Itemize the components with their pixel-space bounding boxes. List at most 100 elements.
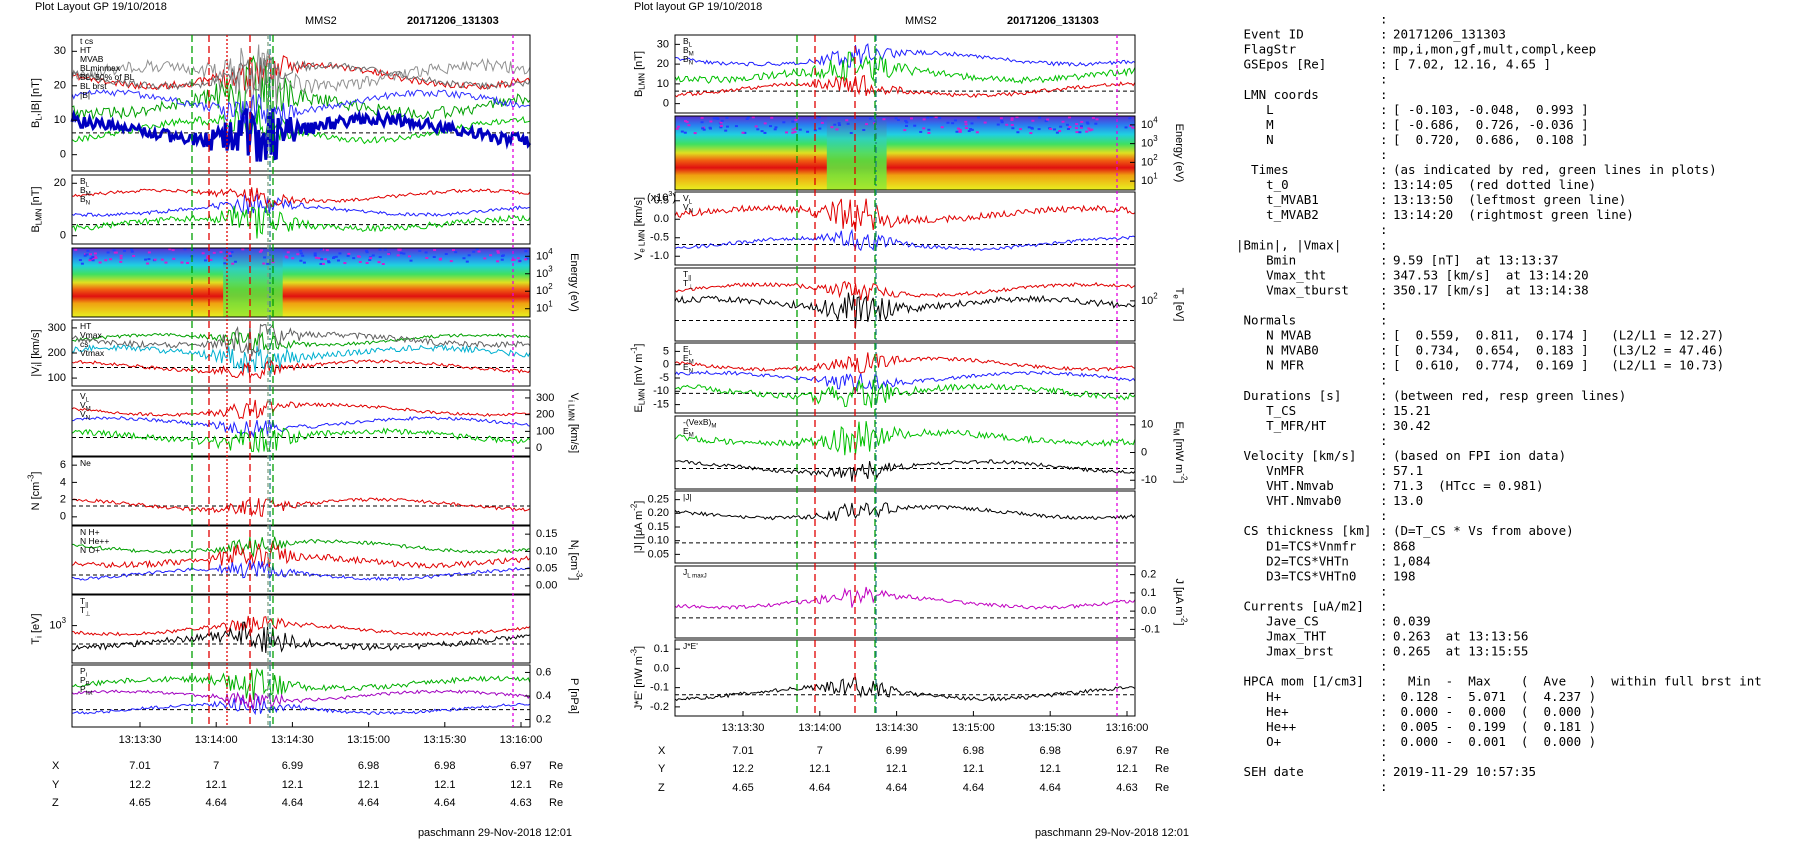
info-label: Durations [s] xyxy=(1236,388,1341,403)
spectrogram-speckle xyxy=(343,262,347,265)
info-value: 71.3 (HTcc = 0.981) xyxy=(1393,478,1544,493)
spectrogram-speckle xyxy=(91,255,95,258)
info-colon: : xyxy=(1380,629,1388,644)
panel-frame xyxy=(674,191,1136,266)
spectrogram-speckle xyxy=(451,248,455,251)
spectrogram-speckle xyxy=(938,117,942,120)
x-tick-label: 13:14:30 xyxy=(271,734,314,746)
trace xyxy=(674,51,1136,85)
spectrogram-speckle xyxy=(709,120,713,123)
spectrogram-speckle xyxy=(377,261,381,264)
info-label: N xyxy=(1236,132,1274,147)
y-tick-label-part: 4 xyxy=(548,247,553,256)
y-axis-label-part: B xyxy=(633,90,645,97)
spectrogram-speckle xyxy=(720,119,724,122)
info-value: 20171206_131303 xyxy=(1393,27,1506,42)
spectrogram-speckle xyxy=(956,127,960,130)
spectrogram-speckle xyxy=(745,117,749,120)
info-label: D1=TCS*Vnmfr xyxy=(1236,538,1357,553)
legend-entry-part: -(VexB) xyxy=(683,417,712,427)
info-colon: : xyxy=(1380,614,1388,629)
trace xyxy=(674,676,1136,702)
info-colon: : xyxy=(1380,373,1388,388)
y-tick-label: 103 xyxy=(1141,134,1158,149)
ephemeris-value: 12.1 xyxy=(963,763,984,775)
info-value: 13:14:05 (red dotted line) xyxy=(1393,177,1596,192)
y-tick-label: 200 xyxy=(536,409,554,421)
spectrogram-speckle xyxy=(684,120,688,123)
trace xyxy=(71,667,531,700)
y-axis-label-part: ] xyxy=(633,344,645,347)
y-tick-label-part: 2 xyxy=(548,282,552,291)
spectrogram-speckle xyxy=(791,120,795,123)
spectrogram-speckle xyxy=(130,248,134,251)
y-tick-label: -0.5 xyxy=(650,232,669,244)
spacecraft: MMS2 xyxy=(305,15,337,27)
spectrogram-speckle xyxy=(462,257,466,260)
y-tick-label: 0.1 xyxy=(1141,587,1156,599)
spectrogram-speckle xyxy=(320,258,324,261)
spectrogram-speckle xyxy=(123,249,127,252)
panel-frame xyxy=(71,664,531,728)
y-tick-label: 0.10 xyxy=(536,545,557,557)
trace xyxy=(674,421,1136,456)
spectrogram-speckle xyxy=(168,248,172,251)
info-label: Bmin xyxy=(1236,252,1296,267)
info-label: Vmax_tht xyxy=(1236,267,1326,282)
spectrogram-speckle xyxy=(183,248,187,251)
info-colon: : xyxy=(1380,689,1388,704)
spectrogram-speckle xyxy=(260,249,264,252)
spectrogram-speckle xyxy=(725,125,729,128)
y-axis-label-part: T xyxy=(30,638,42,645)
y-axis-label-part: e LMN xyxy=(637,229,646,253)
y-axis-label-part: N xyxy=(568,540,580,548)
spectrogram-speckle xyxy=(378,256,382,259)
info-value: (D=T_CS * Vs from above) xyxy=(1393,523,1574,538)
legend-entry: MVAB xyxy=(80,54,104,64)
info-value: 13:13:50 (leftmost green line) xyxy=(1393,192,1626,207)
spectrogram-speckle xyxy=(475,248,479,251)
spectrogram-speckle xyxy=(760,130,764,133)
panel-frame xyxy=(71,34,531,172)
ephemeris-value: 4.64 xyxy=(282,797,303,809)
spectrogram-speckle xyxy=(223,257,227,260)
spectrogram-speckle xyxy=(1018,128,1022,131)
ephemeris-value: 7.01 xyxy=(732,745,753,757)
spectrogram-speckle xyxy=(432,255,436,258)
legend-entry-part: N H+ xyxy=(80,527,100,537)
info-colon: : xyxy=(1380,418,1388,433)
legend-entry: PB xyxy=(80,675,90,687)
trace xyxy=(71,44,531,112)
info-value: 0.263 at 13:13:56 xyxy=(1393,629,1528,644)
spectrogram-speckle xyxy=(365,249,369,252)
info-label: Jmax_brst xyxy=(1236,644,1334,659)
spectrogram-speckle xyxy=(369,257,373,260)
spectrogram-speckle xyxy=(402,252,406,255)
legend-entry: T|| xyxy=(683,269,692,281)
y-axis-label: BLMN [nT] xyxy=(30,186,43,232)
y-axis-label-part: [mV m xyxy=(633,354,645,389)
scale-note-part: (x10 xyxy=(647,192,668,204)
info-colon: : xyxy=(1380,237,1388,252)
footer: paschmann 29-Nov-2018 12:01 xyxy=(1035,827,1189,839)
spectrogram-speckle xyxy=(1079,125,1083,128)
y-axis-label-part: J [μA m xyxy=(1173,579,1185,616)
y-axis-label-part: [nT] xyxy=(633,51,645,73)
trace xyxy=(674,379,1136,408)
legend-entry-part: N xyxy=(689,59,693,66)
y-tick-label-part: 10 xyxy=(536,303,548,315)
legend-entry-part: B xyxy=(86,680,90,687)
y-tick-label: 104 xyxy=(536,247,553,262)
info-colon: : xyxy=(1380,568,1388,583)
spectrogram-speckle xyxy=(1010,117,1014,120)
info-colon: : xyxy=(1380,192,1388,207)
info-label: Velocity [km/s] xyxy=(1236,448,1356,463)
info-colon: : xyxy=(1380,102,1388,117)
spectrogram-speckle xyxy=(970,128,974,131)
info-label: N MVAB0 xyxy=(1236,343,1319,358)
spectrogram-speckle xyxy=(734,125,738,128)
info-colon: : xyxy=(1380,659,1388,674)
trace xyxy=(71,695,531,716)
spectrogram-speckle xyxy=(838,124,842,127)
